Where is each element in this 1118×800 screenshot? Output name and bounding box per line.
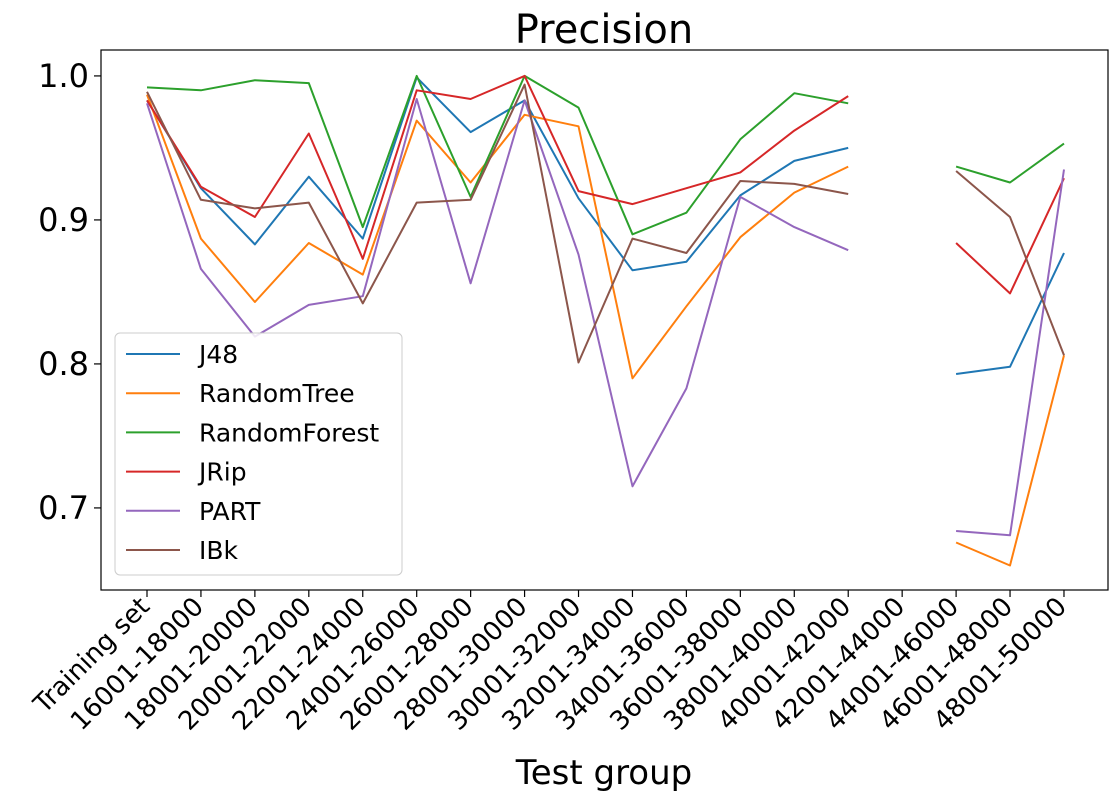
x-axis-label: Test group bbox=[515, 753, 693, 793]
series-layer bbox=[146, 74, 1065, 567]
series-line-j48-1 bbox=[146, 76, 849, 272]
series-line-ibk-1 bbox=[146, 83, 849, 364]
series-line-ibk-2 bbox=[955, 170, 1065, 356]
series-line-randomtree-2 bbox=[955, 355, 1065, 567]
y-tick-label: 0.8 bbox=[38, 345, 89, 383]
series-line-randomforest-2 bbox=[955, 142, 1065, 184]
plot-frame bbox=[100, 49, 1109, 591]
y-tick-label: 1.0 bbox=[38, 57, 89, 95]
legend-box bbox=[114, 332, 403, 576]
legend-label-part: PART bbox=[199, 497, 261, 526]
y-tick-label: 0.9 bbox=[38, 201, 89, 239]
series-line-part-2 bbox=[956, 169, 1065, 537]
x-axis: Training set16001-1800018001-2000020001-… bbox=[28, 590, 1073, 737]
legend-label-randomtree: RandomTree bbox=[199, 379, 355, 408]
y-tick-label: 0.7 bbox=[38, 489, 89, 527]
legend-label-j48: J48 bbox=[197, 340, 238, 369]
series-line-randomtree-1 bbox=[146, 94, 849, 380]
legend-label-ibk: IBk bbox=[199, 536, 239, 565]
legend-label-jrip: JRip bbox=[197, 458, 247, 487]
series-line-jrip-2 bbox=[955, 177, 1065, 295]
chart-title: Precision bbox=[515, 7, 693, 53]
legend-label-randomforest: RandomForest bbox=[199, 418, 379, 447]
series-line-part-1 bbox=[146, 98, 849, 488]
y-axis: 0.7 0.8 0.9 1.0 bbox=[38, 57, 101, 527]
legend: J48 RandomTree RandomForest JRip PART IBk bbox=[114, 332, 403, 576]
series-line-randomforest-1 bbox=[146, 74, 849, 236]
series-line-jrip-1 bbox=[146, 74, 849, 260]
